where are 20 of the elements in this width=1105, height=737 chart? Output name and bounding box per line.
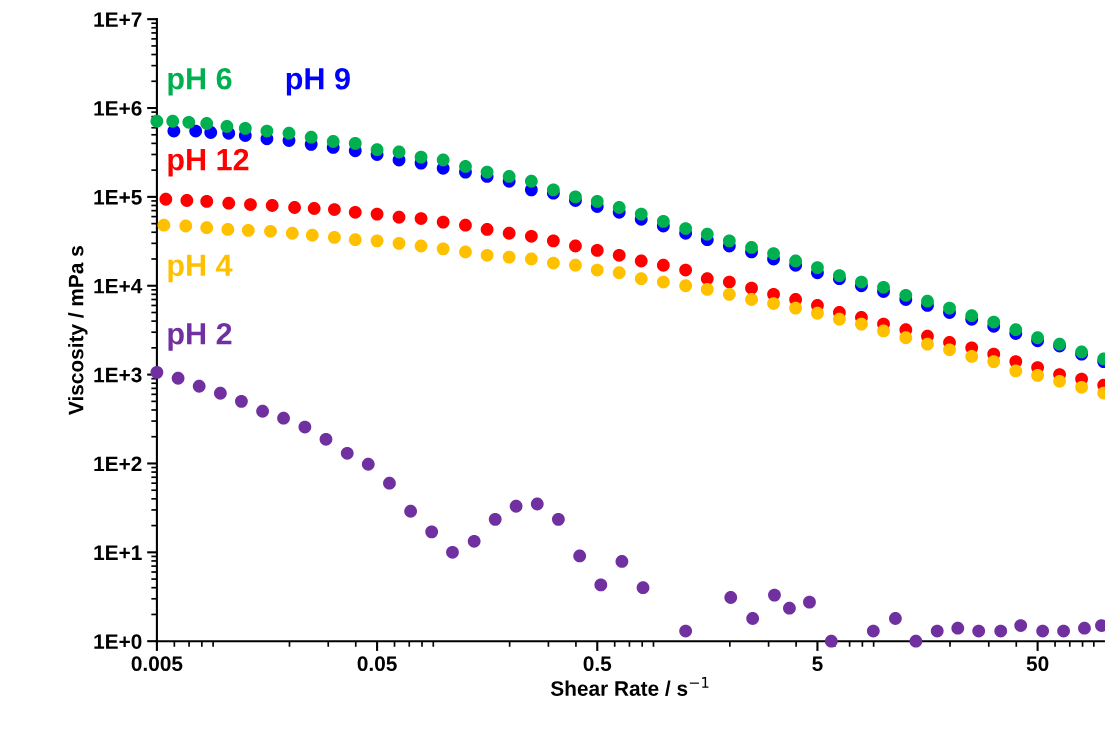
series-label: pH 4 xyxy=(168,254,233,283)
series-label: pH 12 xyxy=(168,148,249,177)
y-tick-label: 1E+0 xyxy=(94,634,142,649)
series-label: pH 2 xyxy=(168,322,232,351)
series-label: pH 6 xyxy=(168,67,232,96)
y-tick-label: 1E+4 xyxy=(94,278,143,294)
y-tick-label: 1E+7 xyxy=(94,12,142,27)
y-tick-label: 1E+5 xyxy=(94,190,142,205)
y-tick-label: 1E+3 xyxy=(94,367,142,383)
x-tick-label: 50 xyxy=(1026,656,1049,672)
x-tick-label: 0.05 xyxy=(357,656,397,672)
x-tick-label: 0.005 xyxy=(131,656,183,672)
x-axis-title: Shear Rate / s$^{−1}$ xyxy=(550,677,709,697)
y-tick-label: 1E+6 xyxy=(94,101,142,116)
x-tick-label: 0.5 xyxy=(583,656,612,672)
series-label: pH 9 xyxy=(286,67,350,96)
y-axis-title: Viscosity / mPa s xyxy=(68,246,88,415)
y-tick-label: 1E+2 xyxy=(94,456,142,472)
y-tick-label: 1E+1 xyxy=(94,545,142,560)
x-tick-label: 5 xyxy=(812,656,823,672)
